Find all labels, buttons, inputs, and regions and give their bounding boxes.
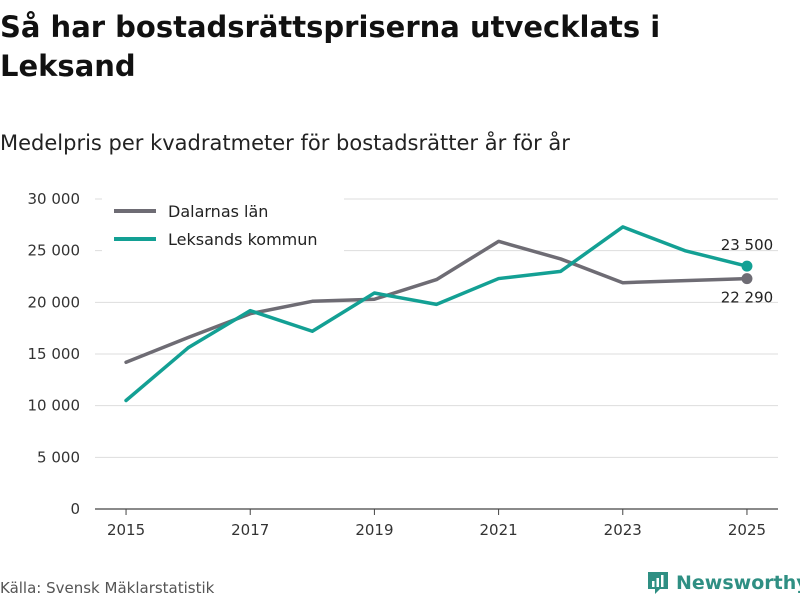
brand-name: Newsworthy [676, 572, 800, 594]
end-value-label: 22 290 [721, 289, 774, 307]
chart-subtitle: Medelpris per kvadratmeter för bostadsrä… [0, 131, 570, 155]
x-tick-label: 2023 [604, 521, 642, 539]
series-line-leksand [124, 225, 749, 403]
x-tick-label: 2019 [355, 521, 393, 539]
brand-logo: Newsworthy [646, 570, 800, 596]
legend-label-dalarna: Dalarnas län [168, 202, 268, 221]
x-tick-label: 2021 [479, 521, 517, 539]
x-tick-label: 2017 [231, 521, 269, 539]
x-tick-label: 2025 [728, 521, 766, 539]
y-tick-label: 10 000 [28, 397, 81, 415]
legend-background [102, 196, 344, 256]
y-tick-label: 0 [70, 500, 80, 518]
source-note: Källa: Svensk Mäklarstatistik [0, 579, 215, 597]
end-value-label: 23 500 [721, 236, 774, 254]
series-line-dalarna [124, 239, 749, 365]
chart-title: Så har bostadsrättspriserna utvecklats i… [0, 10, 661, 83]
newsworthy-logo-icon [648, 572, 668, 594]
end-point-marker [741, 273, 753, 285]
y-tick-label: 20 000 [28, 293, 81, 311]
y-tick-label: 30 000 [28, 190, 81, 208]
legend-label-leksand: Leksands kommun [168, 230, 318, 249]
y-tick-label: 25 000 [28, 242, 81, 260]
x-tick-label: 2015 [107, 521, 145, 539]
y-tick-label: 15 000 [28, 345, 81, 363]
end-point-marker [741, 260, 753, 272]
y-tick-label: 5 000 [37, 448, 80, 466]
